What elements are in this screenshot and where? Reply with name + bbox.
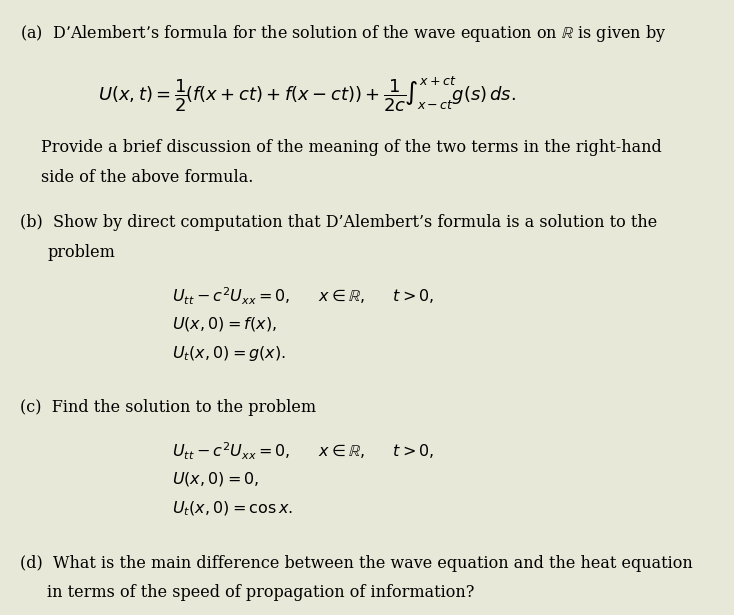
Text: $U_{tt} - c^2U_{xx} = 0,$     $x \in \mathbb{R},$     $t > 0,$: $U_{tt} - c^2U_{xx} = 0,$ $x \in \mathbb…	[172, 441, 435, 462]
Text: in terms of the speed of propagation of information?: in terms of the speed of propagation of …	[47, 584, 475, 601]
Text: (a)  D’Alembert’s formula for the solution of the wave equation on $\mathbb{R}$ : (a) D’Alembert’s formula for the solutio…	[20, 23, 666, 44]
Text: Provide a brief discussion of the meaning of the two terms in the right-hand: Provide a brief discussion of the meanin…	[41, 139, 662, 156]
Text: (c)  Find the solution to the problem: (c) Find the solution to the problem	[20, 399, 316, 416]
Text: $U(x,0) = f(x),$: $U(x,0) = f(x),$	[172, 315, 277, 333]
Text: $U_t(x,0) = g(x).$: $U_t(x,0) = g(x).$	[172, 344, 286, 363]
Text: (d)  What is the main difference between the wave equation and the heat equation: (d) What is the main difference between …	[20, 555, 692, 572]
Text: $U(x,0) = 0,$: $U(x,0) = 0,$	[172, 470, 260, 488]
Text: $U_{tt} - c^2U_{xx} = 0,$     $x \in \mathbb{R},$     $t > 0,$: $U_{tt} - c^2U_{xx} = 0,$ $x \in \mathbb…	[172, 285, 435, 307]
Text: (b)  Show by direct computation that D’Alembert’s formula is a solution to the: (b) Show by direct computation that D’Al…	[20, 215, 657, 231]
Text: side of the above formula.: side of the above formula.	[41, 169, 253, 186]
Text: problem: problem	[47, 244, 115, 261]
Text: $U_t(x,0) = \cos x.$: $U_t(x,0) = \cos x.$	[172, 500, 293, 518]
Text: $U(x,t) = \dfrac{1}{2}\!\left(f(x+ct) + f(x-ct)\right) + \dfrac{1}{2c}\!\int_{x-: $U(x,t) = \dfrac{1}{2}\!\left(f(x+ct) + …	[98, 75, 515, 114]
